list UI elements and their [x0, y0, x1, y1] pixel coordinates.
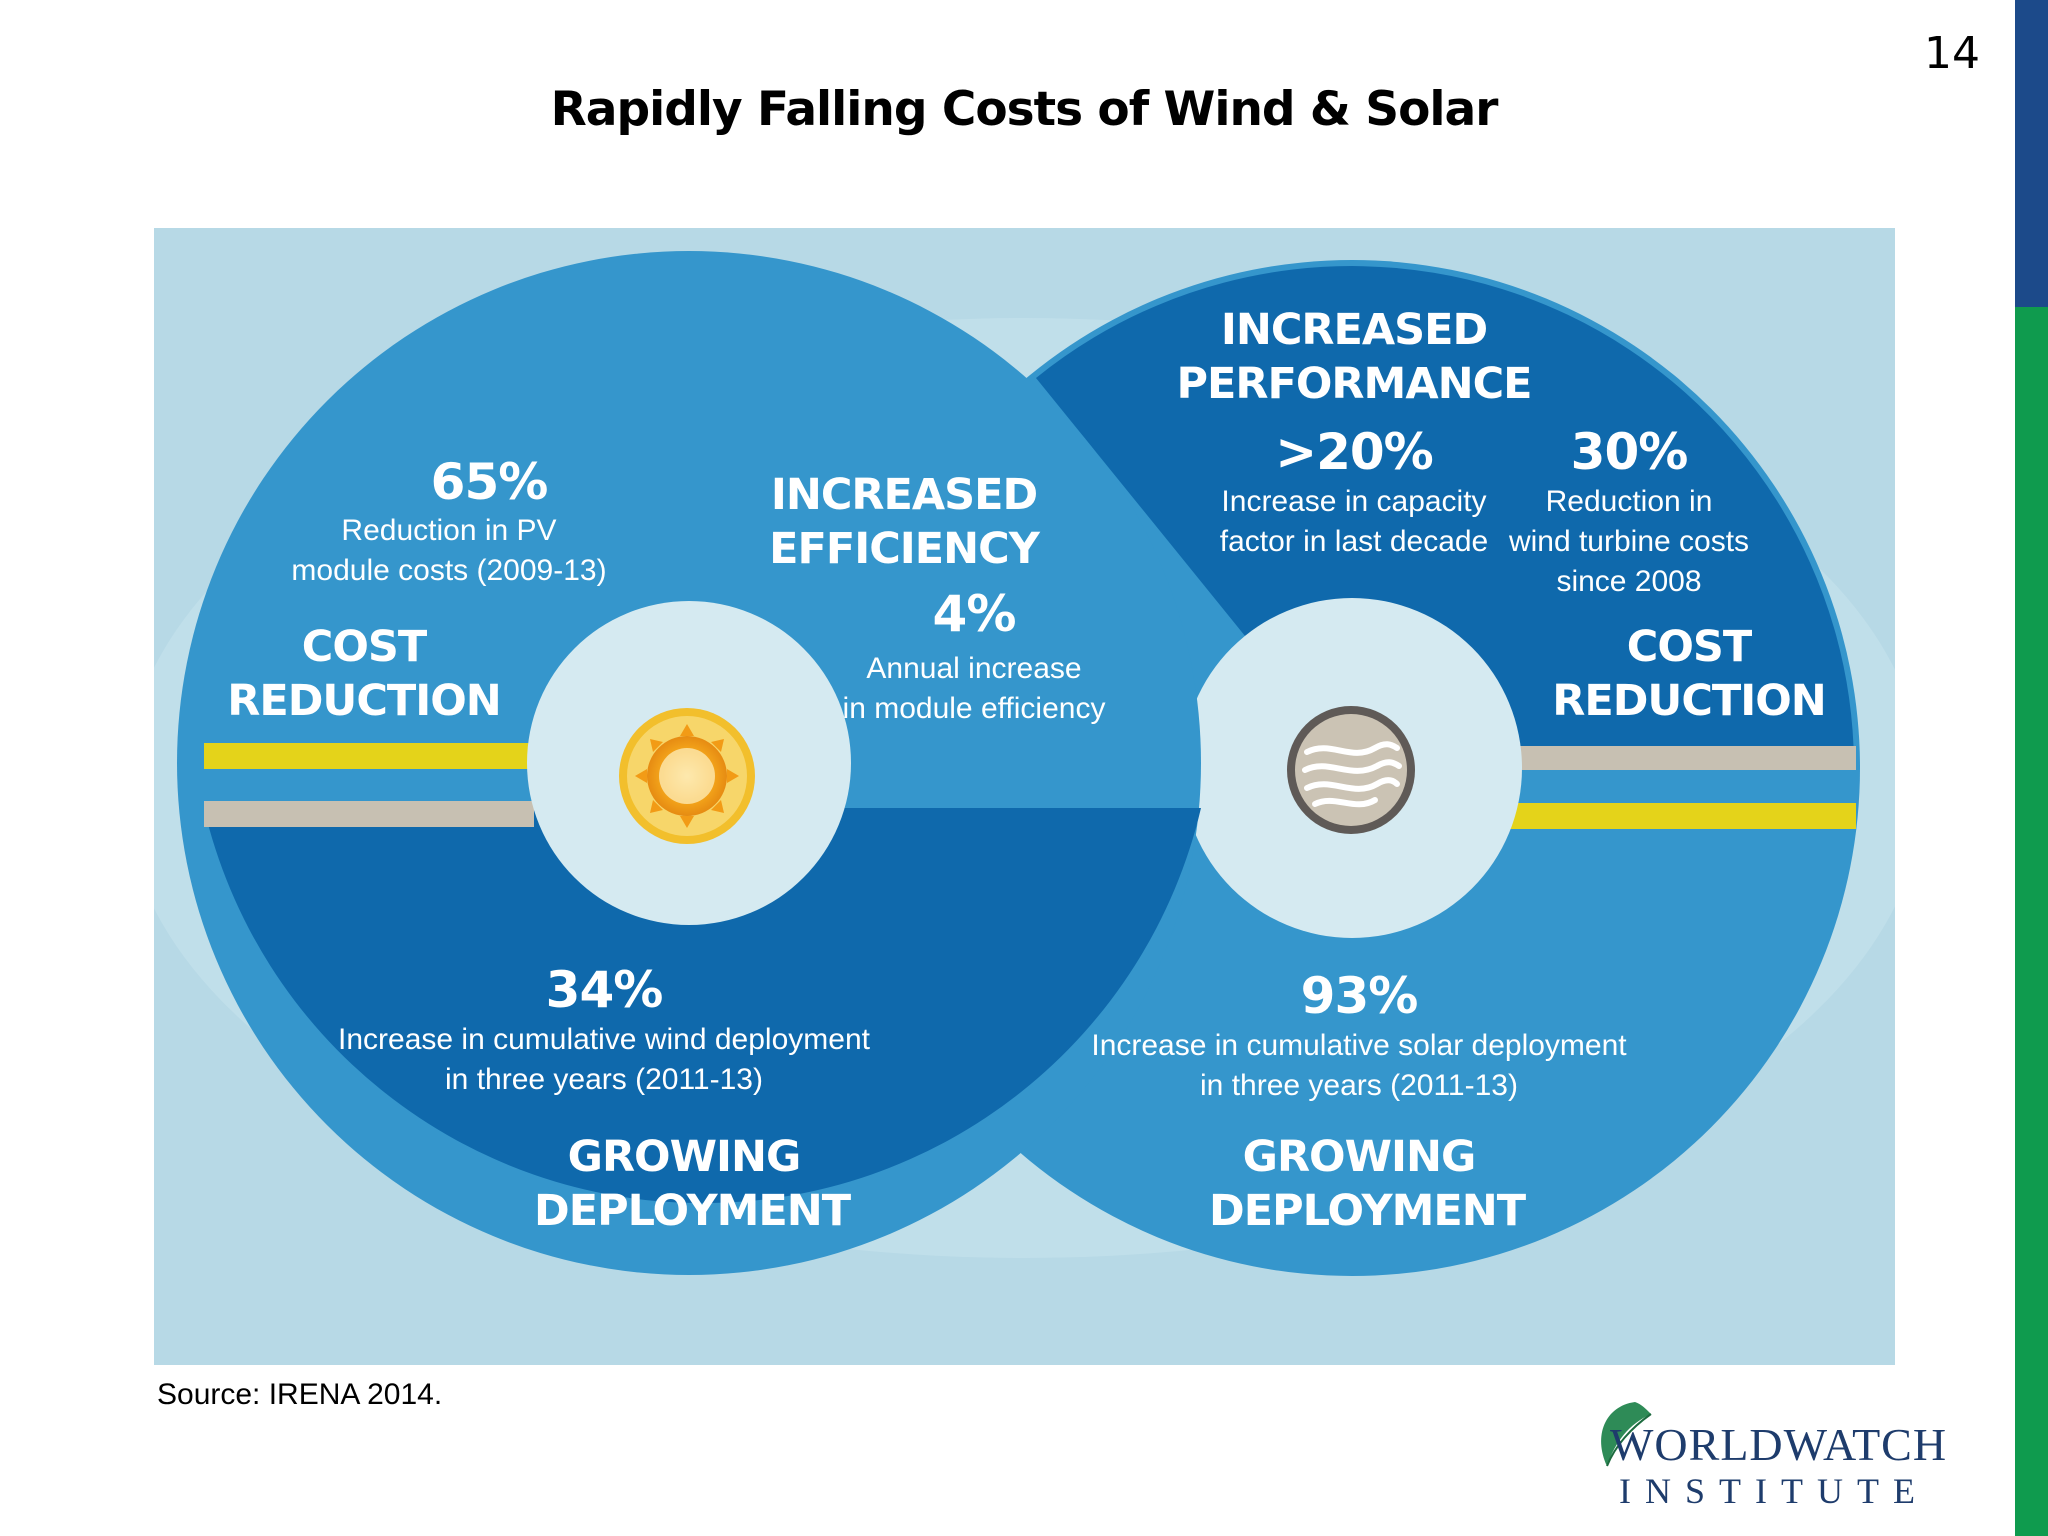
leaf-icon — [1601, 1402, 1652, 1467]
left-deploy-heading-1: GROWING — [567, 1132, 802, 1182]
logo-text-bottom: INSTITUTE — [1619, 1471, 1929, 1511]
left-deploy-desc-2: in three years (2011-13) — [445, 1063, 763, 1096]
infographic: 65% Reduction in PV module costs (2009-1… — [154, 228, 1895, 1365]
left-gray-band — [204, 801, 534, 827]
worldwatch-logo: WORLDWATCH INSTITUTE — [1585, 1396, 1946, 1514]
performance-stat: >20% — [1275, 423, 1434, 481]
efficiency-stat: 4% — [932, 585, 1017, 643]
page-number: 14 — [1924, 28, 1980, 79]
right-deploy-desc-2: in three years (2011-13) — [1200, 1069, 1518, 1102]
slide-title: Rapidly Falling Costs of Wind & Solar — [550, 82, 1499, 137]
left-cost-desc-2: module costs (2009-13) — [291, 554, 607, 587]
left-cost-heading-1: COST — [301, 622, 427, 672]
left-cost-heading-2: REDUCTION — [227, 676, 502, 726]
left-deploy-desc-1: Increase in cumulative wind deployment — [338, 1023, 870, 1056]
right-gray-band — [1504, 746, 1856, 770]
performance-desc-1: Increase in capacity — [1221, 485, 1487, 518]
performance-heading-1: INCREASED — [1220, 305, 1488, 355]
efficiency-desc-1: Annual increase — [866, 652, 1082, 685]
performance-heading-2: PERFORMANCE — [1176, 359, 1532, 409]
wind-icon — [1287, 706, 1415, 834]
sun-icon — [619, 708, 755, 844]
right-yellow-band — [1504, 803, 1856, 829]
efficiency-heading-2: EFFICIENCY — [769, 524, 1040, 574]
right-cost-heading-1: COST — [1626, 622, 1752, 672]
left-cost-stat: 65% — [430, 453, 549, 511]
left-deploy-stat: 34% — [545, 961, 664, 1019]
infographic-graphic — [154, 228, 1895, 1365]
right-cost-desc-1: Reduction in — [1545, 485, 1713, 518]
performance-desc-2: factor in last decade — [1219, 525, 1489, 558]
left-deploy-heading-2: DEPLOYMENT — [534, 1186, 851, 1236]
efficiency-desc-2: in module efficiency — [842, 692, 1106, 725]
accent-bar-green — [2015, 307, 2048, 1536]
logo-text-top: WORLDWATCH — [1610, 1419, 1948, 1470]
right-cost-desc-3: since 2008 — [1556, 565, 1702, 598]
efficiency-heading-1: INCREASED — [770, 470, 1038, 520]
right-deploy-desc-1: Increase in cumulative solar deployment — [1091, 1029, 1627, 1062]
left-yellow-band — [204, 743, 534, 769]
right-cost-stat: 30% — [1570, 423, 1689, 481]
left-cost-desc-1: Reduction in PV — [341, 514, 557, 547]
right-deploy-heading-2: DEPLOYMENT — [1209, 1186, 1526, 1236]
right-deploy-stat: 93% — [1300, 967, 1419, 1025]
right-cost-desc-2: wind turbine costs — [1508, 525, 1750, 558]
right-deploy-heading-1: GROWING — [1242, 1132, 1477, 1182]
right-cost-heading-2: REDUCTION — [1552, 676, 1827, 726]
accent-bar-blue — [2015, 0, 2048, 307]
source-note: Source: IRENA 2014. — [157, 1378, 443, 1411]
